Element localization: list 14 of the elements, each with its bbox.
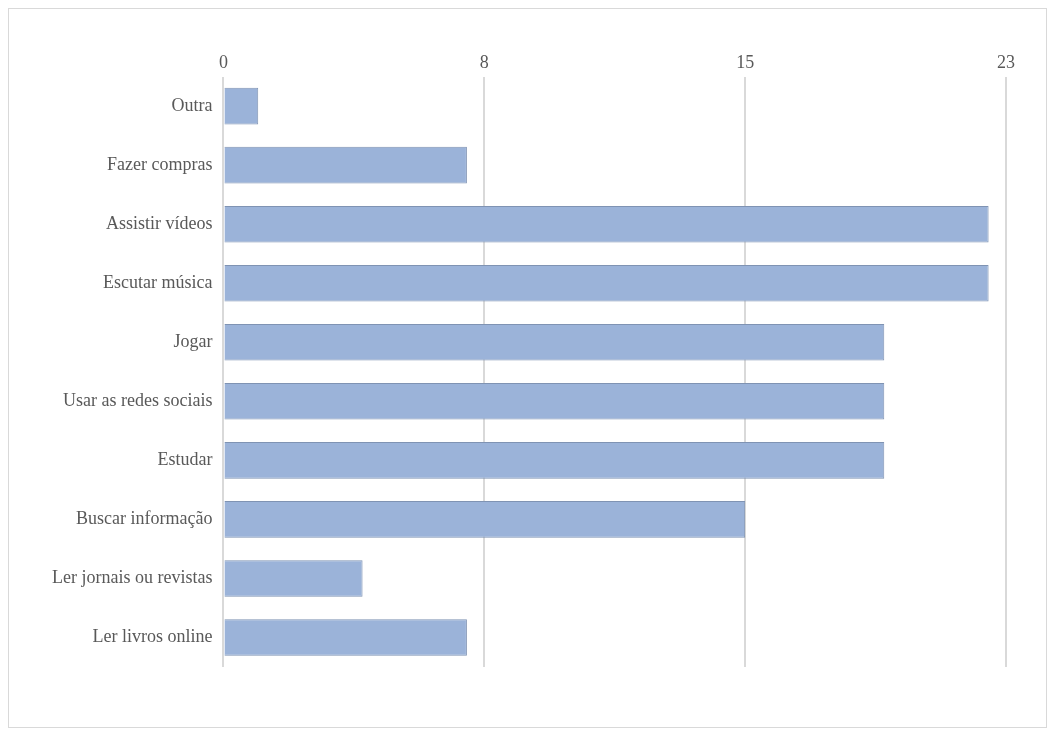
y-tick-label: Estudar: [157, 449, 213, 470]
y-tick-label: Outra: [171, 94, 213, 115]
y-tick-label: Usar as redes sociais: [63, 390, 213, 411]
y-tick-label: Fazer compras: [107, 153, 213, 174]
y-tick-label: Assistir vídeos: [105, 212, 213, 233]
y-tick-label: Jogar: [173, 331, 213, 352]
y-tick-label: Ler livros online: [92, 626, 213, 647]
x-tick-label: 8: [479, 51, 489, 72]
y-tick-label: Buscar informação: [76, 508, 213, 529]
y-tick-label: Ler jornais ou revistas: [52, 567, 213, 588]
x-tick-label: 23: [997, 51, 1015, 72]
x-tick-label: 0: [218, 51, 228, 72]
y-tick-label: Escutar música: [102, 271, 213, 292]
x-tick-label: 15: [736, 51, 755, 72]
